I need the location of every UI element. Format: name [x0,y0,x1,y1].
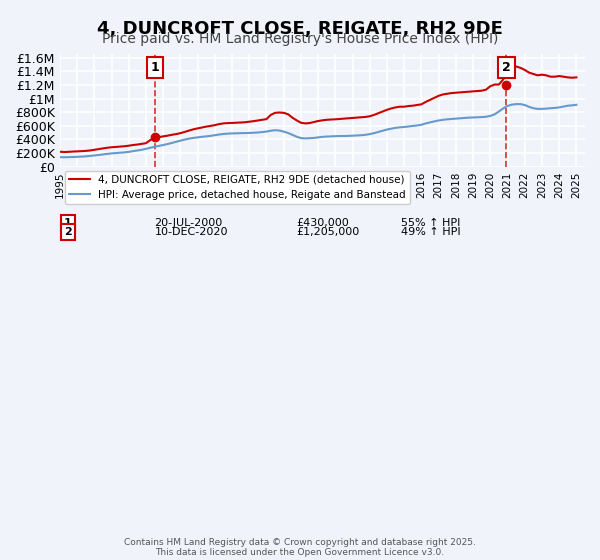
Text: 1: 1 [64,218,71,228]
Text: £430,000: £430,000 [296,218,349,228]
Legend: 4, DUNCROFT CLOSE, REIGATE, RH2 9DE (detached house), HPI: Average price, detach: 4, DUNCROFT CLOSE, REIGATE, RH2 9DE (det… [65,171,410,204]
Text: Price paid vs. HM Land Registry's House Price Index (HPI): Price paid vs. HM Land Registry's House … [102,32,498,46]
Text: 2: 2 [64,227,71,237]
Text: 10-DEC-2020: 10-DEC-2020 [154,227,228,237]
Text: 49% ↑ HPI: 49% ↑ HPI [401,227,461,237]
Text: 1: 1 [151,61,160,74]
Text: Contains HM Land Registry data © Crown copyright and database right 2025.
This d: Contains HM Land Registry data © Crown c… [124,538,476,557]
Text: 4, DUNCROFT CLOSE, REIGATE, RH2 9DE: 4, DUNCROFT CLOSE, REIGATE, RH2 9DE [97,20,503,38]
Text: £1,205,000: £1,205,000 [296,227,359,237]
Text: 55% ↑ HPI: 55% ↑ HPI [401,218,461,228]
Text: 2: 2 [502,61,511,74]
Text: 20-JUL-2000: 20-JUL-2000 [154,218,223,228]
